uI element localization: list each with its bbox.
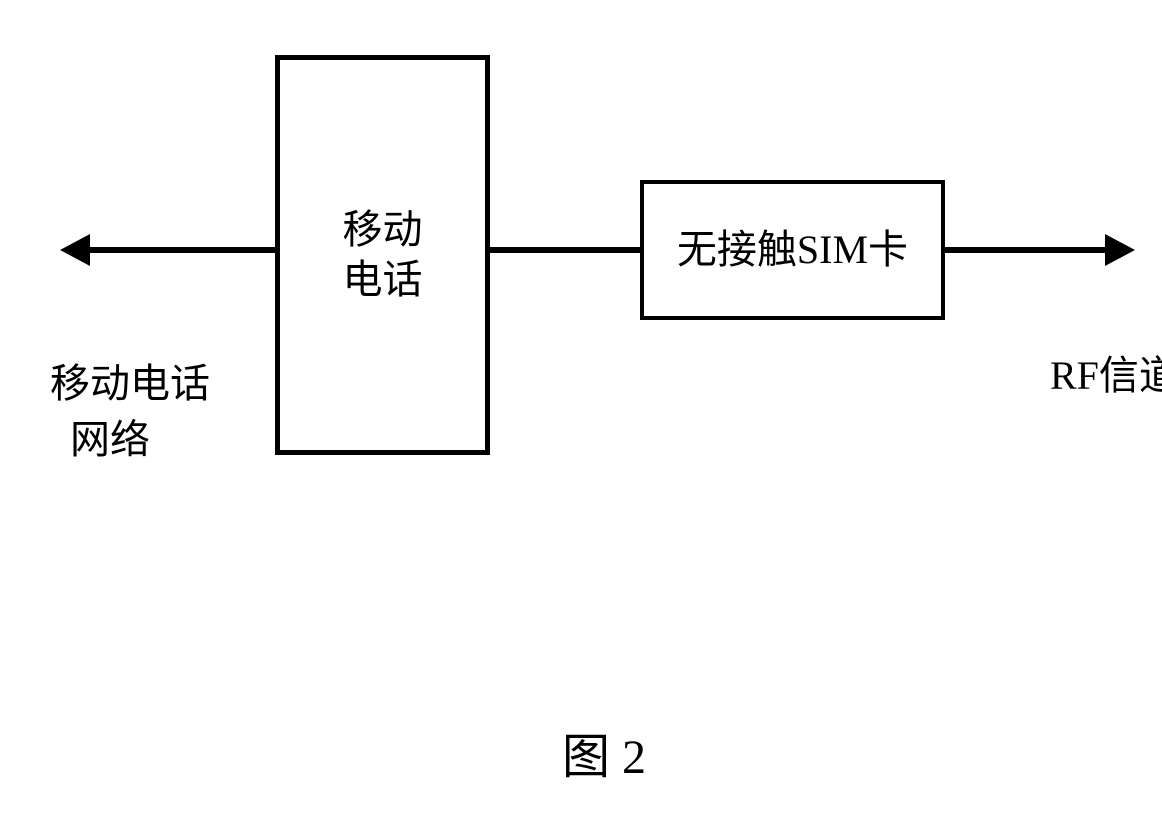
edge-phone-to-left [60, 234, 275, 266]
diagram-canvas: 移动 电话 无接触SIM卡 移动电话 网络 RF信道 图 2 [0, 0, 1162, 806]
edge-sim-to-right [945, 234, 1135, 266]
edges-layer [0, 0, 1162, 806]
